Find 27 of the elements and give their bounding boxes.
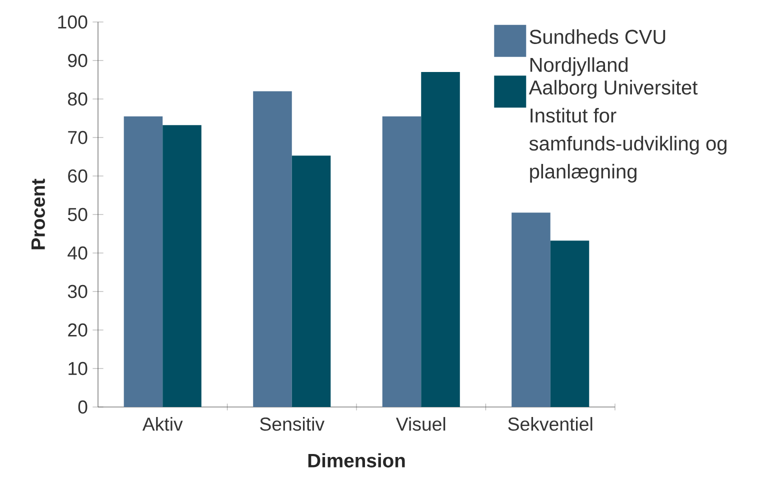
bar [162, 125, 202, 407]
bar [512, 212, 550, 407]
legend-label: Sundheds CVU Nordjylland [530, 29, 666, 76]
x-tick-label: Aktiv [142, 417, 183, 431]
y-tick-label: 40 [68, 246, 88, 260]
y-tick-label: 100 [58, 15, 88, 29]
bar [421, 72, 460, 407]
bar [253, 91, 292, 407]
bar [292, 156, 331, 407]
x-tick-label: Visuel [396, 417, 446, 431]
y-tick-label: 80 [68, 92, 88, 106]
bar [382, 116, 422, 407]
x-axis-title: Dimension [308, 453, 405, 468]
y-tick-label: 90 [68, 54, 88, 68]
y-tick-label: 70 [68, 130, 88, 144]
bar [124, 116, 163, 407]
legend-label: Aalborg Universitet Institut for samfunds-udvikling og planlægning [528, 80, 726, 183]
y-tick-label: 50 [68, 208, 88, 222]
x-tick-label: Sensitiv [260, 417, 324, 431]
y-tick-label: 0 [78, 400, 88, 414]
x-tick-label: Sekventiel [508, 417, 592, 431]
y-tick-label: 30 [68, 284, 88, 298]
y-tick-label: 60 [68, 169, 88, 183]
bar [550, 240, 590, 407]
y-axis-title: Procent [32, 178, 45, 250]
y-tick-label: 20 [68, 323, 88, 337]
y-tick-label: 10 [68, 362, 88, 376]
